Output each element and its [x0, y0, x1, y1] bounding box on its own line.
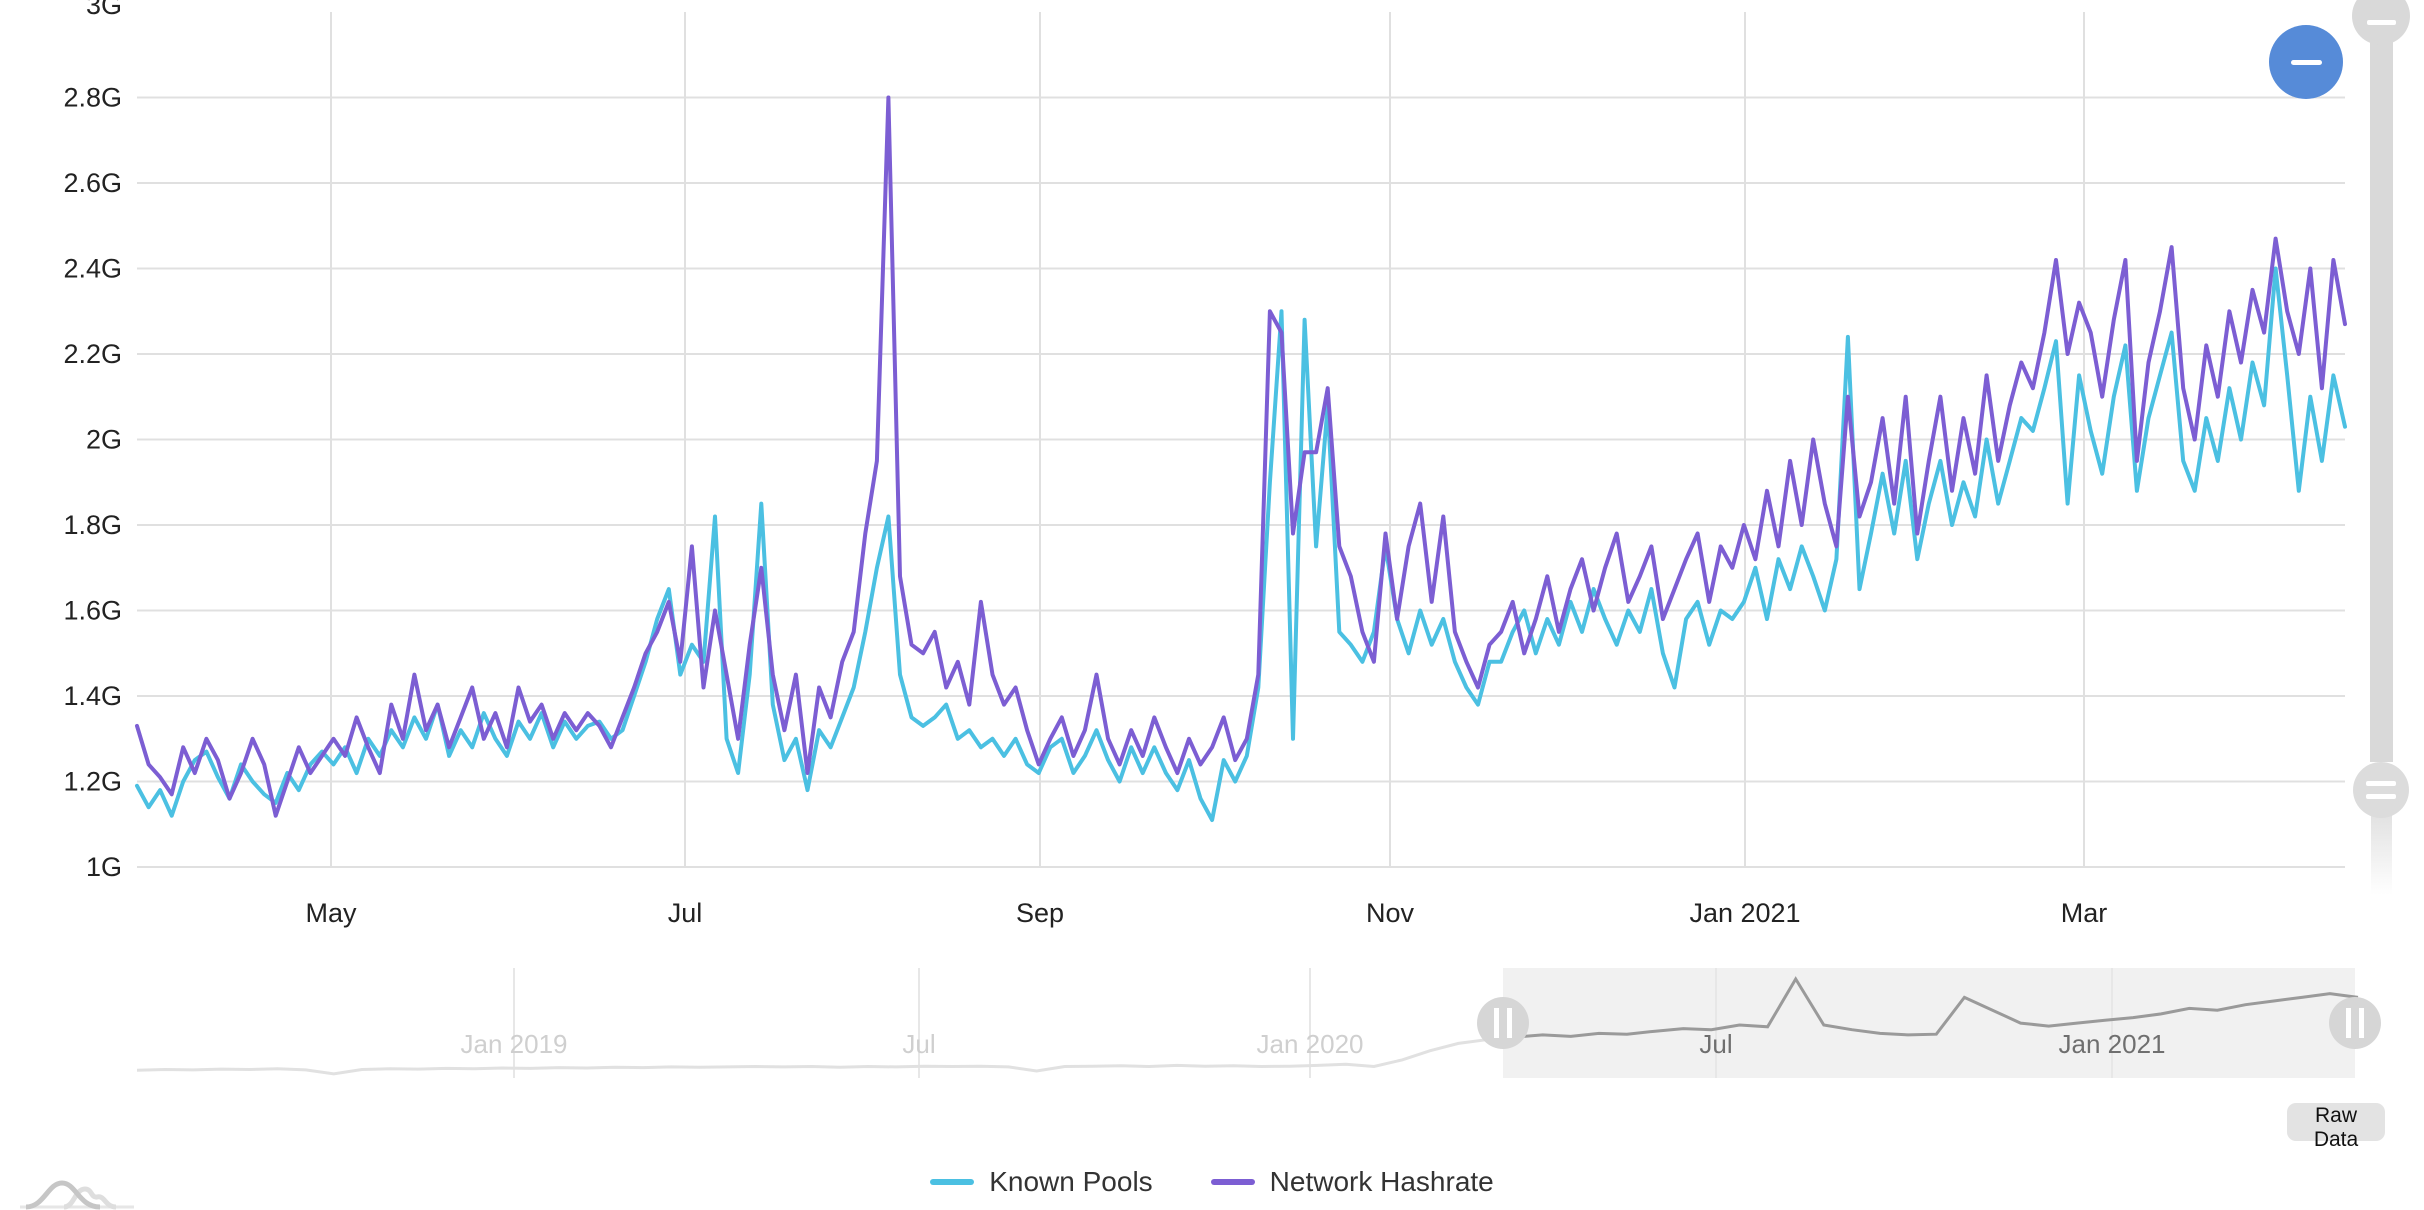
y-axis-label: 1.4G	[63, 681, 122, 711]
y-axis-label: 2.8G	[63, 83, 122, 113]
y-scrollbar-thumb[interactable]	[2370, 15, 2393, 762]
y-axis-label: 1G	[86, 852, 122, 882]
logo-hill-dark	[25, 1180, 101, 1210]
x-axis-label: Nov	[1366, 898, 1415, 928]
known-pools-line-icon	[930, 1179, 975, 1185]
hamburger-line-icon	[2366, 781, 2396, 786]
navigator-axis-label: Jul	[902, 1029, 935, 1059]
pause-bar-icon	[1494, 1008, 1499, 1038]
hamburger-line-icon	[2366, 794, 2396, 799]
legend: Known Pools Network Hashrate	[0, 1166, 2424, 1198]
y-axis-label: 1.8G	[63, 510, 122, 540]
y-axis-label: 2.2G	[63, 339, 122, 369]
y-axis-label: 2.6G	[63, 168, 122, 198]
y-axis-label: 2G	[86, 425, 122, 455]
y-axis-label: 1.2G	[63, 767, 122, 797]
navigator-axis-label: Jan 2020	[1257, 1029, 1364, 1059]
raw-data-button[interactable]: Raw Data	[2287, 1103, 2385, 1151]
legend-item-known-pools[interactable]: Known Pools	[930, 1166, 1153, 1198]
pause-bar-icon	[2346, 1008, 2351, 1038]
series-network-hashrate[interactable]	[135, 95, 2347, 818]
navigator-series-masked	[136, 1036, 1503, 1076]
legend-label-known-pools: Known Pools	[989, 1166, 1153, 1197]
x-axis-label: Sep	[1016, 898, 1064, 928]
pause-bar-icon	[2359, 1008, 2364, 1038]
legend-item-network-hashrate[interactable]: Network Hashrate	[1210, 1166, 1494, 1198]
brand-logo	[20, 1180, 134, 1210]
x-axis-label: Jan 2021	[1689, 898, 1800, 928]
y-scrollbar-fade	[2371, 805, 2392, 895]
navigator-series	[1503, 976, 2359, 1040]
navigator-axis-label: Jan 2019	[461, 1029, 568, 1059]
y-scrollbar-top-handle[interactable]	[2352, 0, 2410, 45]
navigator-selection[interactable]	[1503, 968, 2355, 1078]
network-hashrate-line-icon	[1210, 1179, 1255, 1185]
navigator-axis-label: Jan 2021	[2059, 1029, 2166, 1059]
x-axis-label: Jul	[668, 898, 703, 928]
zoom-out-button[interactable]	[2269, 25, 2343, 99]
y-axis-label: 1.6G	[63, 596, 122, 626]
series-known-pools[interactable]	[135, 266, 2347, 822]
y-axis-label: 2.4G	[63, 254, 122, 284]
legend-label-network-hashrate: Network Hashrate	[1269, 1166, 1494, 1197]
navigator-right-handle[interactable]	[2329, 997, 2381, 1049]
logo-hill-light	[63, 1186, 117, 1210]
x-axis-label: Mar	[2061, 898, 2108, 928]
navigator-left-handle[interactable]	[1477, 997, 1529, 1049]
pause-bar-icon	[1507, 1008, 1512, 1038]
y-axis-label: 3G	[86, 0, 122, 20]
y-scrollbar-bottom-handle[interactable]	[2353, 762, 2409, 818]
x-axis-label: May	[305, 898, 357, 928]
dash-icon	[2367, 20, 2396, 25]
navigator-axis-label: Jul	[1699, 1029, 1732, 1059]
minus-icon	[2290, 59, 2322, 65]
